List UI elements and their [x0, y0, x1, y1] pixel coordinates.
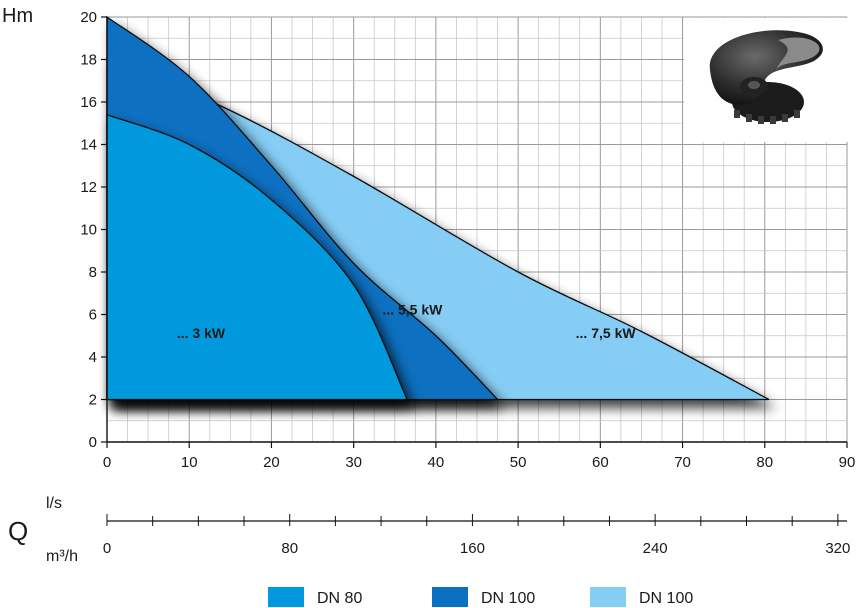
area-series-0: [106, 113, 409, 401]
secondary-tick-label: 80: [281, 540, 298, 557]
x-tick-label: 10: [181, 454, 198, 471]
region-labels: ... 3 kW ... 5,5 kW ... 7,5 kW: [177, 302, 636, 341]
q-label: Q: [8, 516, 28, 546]
legend-label-dn80: DN 80: [317, 590, 362, 607]
y-tick-label: 14: [80, 137, 97, 154]
x-tick-label: 40: [428, 454, 445, 471]
impeller-image: [684, 18, 850, 142]
x-unit-primary: l/s: [46, 495, 62, 512]
y-tick-label: 12: [80, 179, 97, 196]
x-tick-label: 90: [839, 454, 856, 471]
x-tick-label: 50: [510, 454, 527, 471]
region-label-1: ... 5,5 kW: [382, 302, 443, 318]
x-tick-label: 80: [756, 454, 773, 471]
secondary-tick-label: 0: [103, 540, 111, 557]
legend-swatch-dn100-light: [590, 587, 626, 607]
x-tick-label: 0: [103, 454, 111, 471]
axes: 0 2 4 6 8 10 12 14 16 18 20 0 10 20 30 40 50 60 70 80 90 0 80 1…: [80, 9, 855, 557]
y-tick-label: 18: [80, 52, 97, 69]
x-tick-label: 70: [674, 454, 691, 471]
performance-areas: [106, 15, 770, 401]
legend-swatch-dn80: [268, 587, 304, 607]
y-tick-label: 10: [80, 222, 97, 239]
y-tick-label: 4: [89, 349, 97, 366]
y-axis-title: Hm: [2, 5, 33, 27]
x-tick-label: 20: [263, 454, 280, 471]
legend-label-dn100-dark: DN 100: [481, 590, 535, 607]
x-tick-label: 60: [592, 454, 609, 471]
secondary-tick-label: 320: [825, 540, 850, 557]
legend-label-dn100-light: DN 100: [639, 590, 693, 607]
y-tick-label: 2: [89, 392, 97, 409]
y-tick-label: 0: [89, 434, 97, 451]
y-tick-label: 8: [89, 264, 97, 281]
legend-swatch-dn100-dark: [432, 587, 468, 607]
y-tick-label: 20: [80, 9, 97, 26]
y-tick-label: 16: [80, 94, 97, 111]
region-label-0: ... 3 kW: [177, 325, 226, 341]
x-tick-label: 30: [345, 454, 362, 471]
secondary-tick-label: 160: [460, 540, 485, 557]
legend: DN 80 DN 100 DN 100: [268, 587, 693, 607]
y-tick-label: 6: [89, 307, 97, 324]
region-label-2: ... 7,5 kW: [576, 325, 637, 341]
x-unit-secondary: m³/h: [46, 548, 78, 565]
secondary-tick-label: 240: [643, 540, 668, 557]
